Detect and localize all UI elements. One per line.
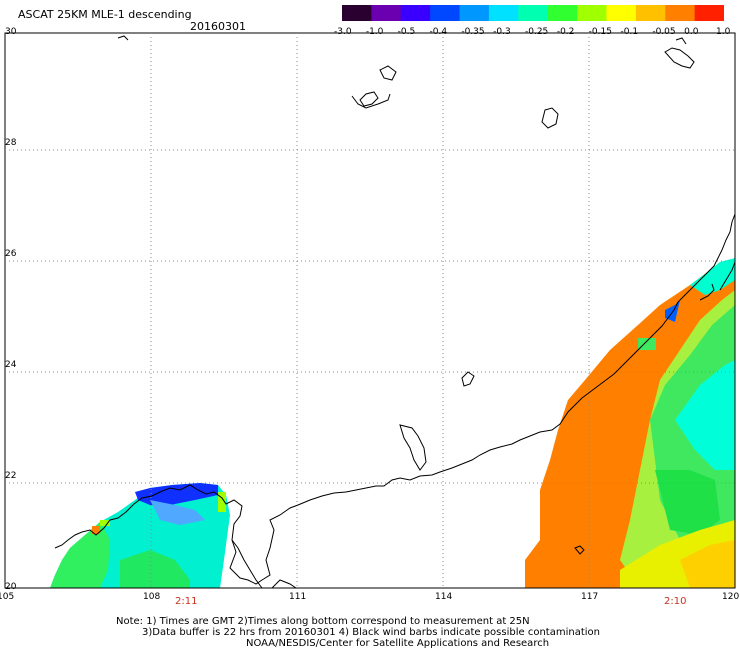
colorbar-segment (665, 5, 696, 21)
coastline (54, 35, 736, 589)
footnote-line-1: Note: 1) Times are GMT 2)Times along bot… (116, 616, 530, 627)
colorbar-segment (342, 5, 372, 21)
colorbar-label: -0.2 (556, 27, 575, 37)
colorbar-segment (635, 5, 666, 21)
colorbar-label: -0.35 (461, 27, 485, 37)
colorbar-segment (371, 5, 402, 21)
colorbar-label: -0.15 (588, 27, 612, 37)
colorbar-segment (577, 5, 607, 21)
colorbar-label: -0.4 (429, 27, 448, 37)
longitude-tick-label: 120 (722, 592, 740, 602)
latitude-tick-label: 24 (5, 360, 17, 370)
colorbar-label: -0.25 (525, 27, 549, 37)
latitude-tick-label: 20 (5, 582, 17, 592)
colorbar-segment (547, 5, 578, 21)
colorbar-segment (488, 5, 519, 21)
longitude-tick-label: 108 (143, 592, 161, 602)
footnote-line-2: 3)Data buffer is 22 hrs from 20160301 4)… (142, 627, 600, 638)
footnote-line-3: NOAA/NESDIS/Center for Satellite Applica… (246, 638, 550, 649)
colorbar-label: -0.5 (397, 27, 416, 37)
map-frame (4, 32, 736, 589)
latitude-tick-label: 30 (5, 27, 17, 37)
latitude-tick-label: 26 (5, 249, 17, 259)
colorbar-label: -3.0 (334, 27, 352, 37)
longitude-tick-label: 114 (435, 592, 453, 602)
longitude-tick-label: 105 (0, 592, 15, 602)
wind-swath-east (525, 258, 735, 588)
colorbar-label: -0.1 (620, 27, 639, 37)
map-title: ASCAT 25KM MLE-1 descending (18, 8, 192, 21)
colorbar-segment (606, 5, 637, 21)
colorbar (342, 5, 724, 21)
latitude-tick-label: 28 (5, 138, 17, 148)
wind-swath-west (50, 483, 230, 588)
graticule (5, 33, 735, 588)
time-label-west: 2:11 (175, 596, 198, 607)
longitude-tick-label: 117 (581, 592, 599, 602)
colorbar-label: -1.0 (365, 27, 384, 37)
colorbar-label: -0.05 (652, 27, 676, 37)
colorbar-segment (459, 5, 490, 21)
time-label-east: 2:10 (664, 596, 687, 607)
colorbar-segment (400, 5, 431, 21)
longitude-tick-label: 111 (289, 592, 307, 602)
colorbar-label: -0.3 (493, 27, 511, 37)
map-date: 20160301 (190, 20, 246, 33)
colorbar-segment (430, 5, 461, 21)
colorbar-segment (694, 5, 724, 21)
colorbar-label: 0.0 (684, 27, 699, 37)
colorbar-segment (518, 5, 549, 21)
colorbar-label: 1.0 (716, 27, 731, 37)
latitude-tick-label: 22 (5, 471, 17, 481)
